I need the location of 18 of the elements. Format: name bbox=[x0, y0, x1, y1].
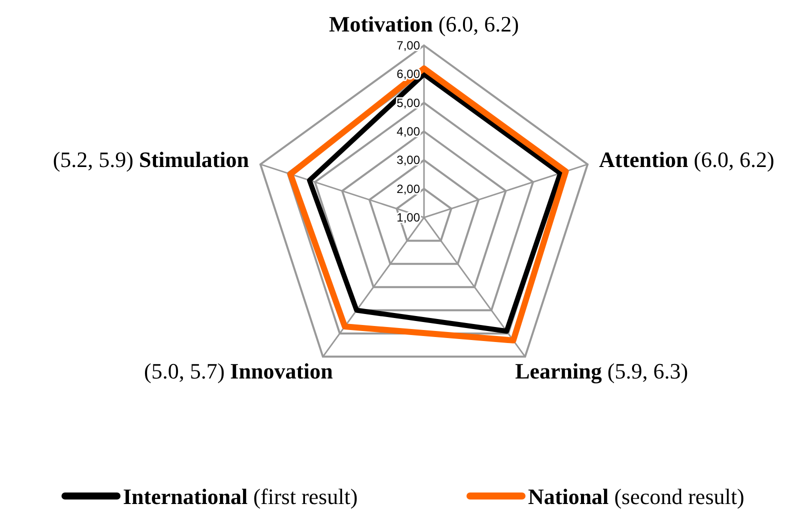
spoke-label: Motivation bbox=[328, 12, 433, 36]
text: (5.0, 5.7) bbox=[144, 358, 225, 384]
y-tick-label: 4,00 bbox=[396, 124, 420, 138]
spoke-label: Learning bbox=[515, 358, 602, 384]
spoke-label: Attention bbox=[598, 147, 688, 172]
y-tick-label: 2,00 bbox=[396, 182, 420, 196]
spoke-label: Stimulation bbox=[138, 147, 250, 172]
text: (5.2, 5.9) bbox=[52, 147, 134, 172]
text: (6.0, 6.2) bbox=[438, 12, 520, 36]
text: (5.9, 6.3) bbox=[607, 358, 688, 384]
y-tick-label: 3,00 bbox=[396, 153, 420, 168]
text: (6.0, 6.2) bbox=[694, 147, 774, 172]
legend-label: National (second result) bbox=[528, 484, 744, 509]
legend-label: International (first result) bbox=[123, 484, 358, 509]
y-tick-label: 7,00 bbox=[396, 38, 420, 52]
spoke-label: Innovation bbox=[230, 358, 333, 384]
y-tick-label: 5,00 bbox=[396, 96, 420, 110]
y-tick-label: 1,00 bbox=[396, 210, 420, 224]
